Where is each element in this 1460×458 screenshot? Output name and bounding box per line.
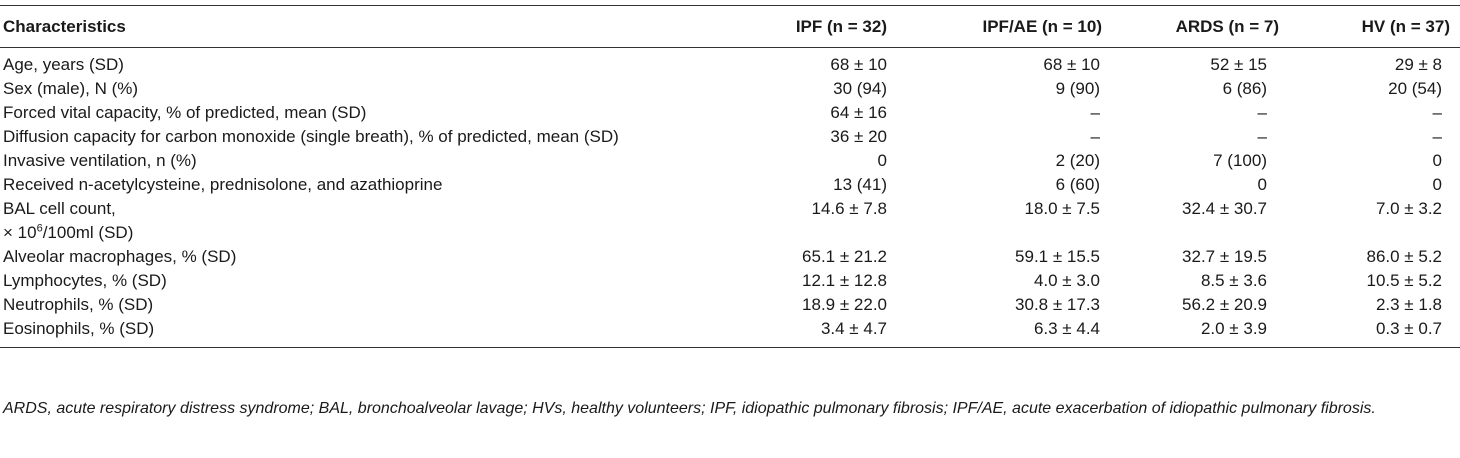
cell-ipf: 36 ± 20 — [830, 127, 887, 146]
cell-hv: 7.0 ± 3.2 — [1375, 199, 1442, 218]
cell-ards: 2.0 ± 3.9 — [1200, 319, 1267, 338]
cell-ipf: 13 (41) — [833, 175, 887, 194]
cell-hv: – — [1432, 127, 1442, 146]
cell-hv: 20 (54) — [1388, 79, 1442, 98]
cell-ipf: 64 ± 16 — [830, 103, 887, 122]
cell-ards: 32.7 ± 19.5 — [1182, 247, 1267, 266]
cell-ipf: 3.4 ± 4.7 — [820, 319, 887, 338]
cell-ipf-ae: 6.3 ± 4.4 — [1033, 319, 1100, 338]
row-label-line2-prefix: × 10 — [3, 223, 37, 242]
table-footnote: ARDS, acute respiratory distress syndrom… — [3, 400, 1376, 417]
row-label: Sex (male), N (%) — [3, 79, 139, 98]
cell-ipf-ae: 6 (60) — [1055, 175, 1100, 194]
row-label: Invasive ventilation, n (%) — [3, 151, 197, 170]
characteristics-table: Characteristics IPF (n = 32) IPF/AE (n =… — [0, 5, 1460, 348]
cell-ards: – — [1257, 127, 1267, 146]
table-row: Neutrophils, % (SD) 18.9 ± 22.0 30.8 ± 1… — [0, 293, 1460, 317]
table-header: Characteristics IPF (n = 32) IPF/AE (n =… — [0, 5, 1460, 48]
cell-ipf-ae: – — [1090, 127, 1100, 146]
cell-hv: 0 — [1432, 175, 1442, 194]
cell-hv: 0 — [1432, 151, 1442, 170]
table-body: Age, years (SD) 68 ± 10 68 ± 10 52 ± 15 … — [0, 48, 1460, 348]
table-row: Sex (male), N (%) 30 (94) 9 (90) 6 (86) … — [0, 77, 1460, 101]
cell-ards: 0 — [1257, 175, 1267, 194]
row-label: Eosinophils, % (SD) — [3, 319, 155, 338]
row-label-superscript: 6 — [36, 222, 43, 235]
header-row: Characteristics IPF (n = 32) IPF/AE (n =… — [0, 5, 1460, 48]
row-label-line1: BAL cell count, — [3, 199, 116, 218]
cell-ipf-ae: 68 ± 10 — [1043, 55, 1100, 74]
cell-ards: 56.2 ± 20.9 — [1182, 295, 1267, 314]
table-row: Lymphocytes, % (SD) 12.1 ± 12.8 4.0 ± 3.… — [0, 269, 1460, 293]
cell-ipf: 68 ± 10 — [830, 55, 887, 74]
cell-ipf-ae: 4.0 ± 3.0 — [1033, 271, 1100, 290]
table-row: Age, years (SD) 68 ± 10 68 ± 10 52 ± 15 … — [0, 48, 1460, 78]
table-row: Forced vital capacity, % of predicted, m… — [0, 101, 1460, 125]
row-label: Age, years (SD) — [3, 55, 124, 74]
row-label: Received n-acetylcysteine, prednisolone,… — [3, 175, 443, 194]
cell-ards: 8.5 ± 3.6 — [1200, 271, 1267, 290]
table-row: Invasive ventilation, n (%) 0 2 (20) 7 (… — [0, 149, 1460, 173]
cell-hv: 0.3 ± 0.7 — [1375, 319, 1442, 338]
cell-ards: 52 ± 15 — [1210, 55, 1267, 74]
header-ipf-ae: IPF/AE (n = 10) — [982, 16, 1103, 36]
table-row: Diffusion capacity for carbon monoxide (… — [0, 125, 1460, 149]
cell-ipf: 65.1 ± 21.2 — [802, 247, 887, 266]
cell-ards: – — [1257, 103, 1267, 122]
cell-ipf: 14.6 ± 7.8 — [811, 199, 888, 218]
cell-hv: 86.0 ± 5.2 — [1366, 247, 1443, 266]
table-row: Alveolar macrophages, % (SD) 65.1 ± 21.2… — [0, 245, 1460, 269]
header-characteristics: Characteristics — [3, 16, 126, 36]
cell-hv: 10.5 ± 5.2 — [1366, 271, 1443, 290]
row-label: Forced vital capacity, % of predicted, m… — [3, 103, 367, 122]
cell-ards: 6 (86) — [1222, 79, 1267, 98]
row-label: Alveolar macrophages, % (SD) — [3, 247, 237, 266]
cell-hv: – — [1432, 103, 1442, 122]
cell-ipf: 0 — [877, 151, 887, 170]
cell-ipf: 18.9 ± 22.0 — [802, 295, 887, 314]
header-ipf: IPF (n = 32) — [795, 16, 887, 36]
row-label: Lymphocytes, % (SD) — [3, 271, 167, 290]
cell-ipf-ae: 2 (20) — [1055, 151, 1100, 170]
cell-ipf-ae: 9 (90) — [1055, 79, 1100, 98]
cell-ards: 32.4 ± 30.7 — [1182, 199, 1267, 218]
header-ards: ARDS (n = 7) — [1175, 16, 1279, 36]
cell-ipf-ae: 18.0 ± 7.5 — [1024, 199, 1101, 218]
cell-ipf: 12.1 ± 12.8 — [802, 271, 887, 290]
cell-ipf-ae: 30.8 ± 17.3 — [1015, 295, 1100, 314]
row-label: Diffusion capacity for carbon monoxide (… — [3, 127, 619, 146]
header-hv: HV (n = 37) — [1361, 16, 1450, 36]
cell-ards: 7 (100) — [1213, 151, 1267, 170]
table-row: Received n-acetylcysteine, prednisolone,… — [0, 173, 1460, 197]
table-row: Eosinophils, % (SD) 3.4 ± 4.7 6.3 ± 4.4 … — [0, 317, 1460, 348]
row-label-line2-suffix: /100ml (SD) — [42, 223, 134, 242]
cell-ipf: 30 (94) — [833, 79, 887, 98]
row-label: Neutrophils, % (SD) — [3, 295, 154, 314]
table-row: BAL cell count, × 106/100ml (SD) 14.6 ± 7… — [0, 197, 1460, 245]
cell-hv: 2.3 ± 1.8 — [1375, 295, 1442, 314]
cell-ipf-ae: – — [1090, 103, 1100, 122]
cell-hv: 29 ± 8 — [1394, 55, 1442, 74]
cell-ipf-ae: 59.1 ± 15.5 — [1015, 247, 1100, 266]
row-label: BAL cell count, × 106/100ml (SD) — [0, 197, 716, 245]
